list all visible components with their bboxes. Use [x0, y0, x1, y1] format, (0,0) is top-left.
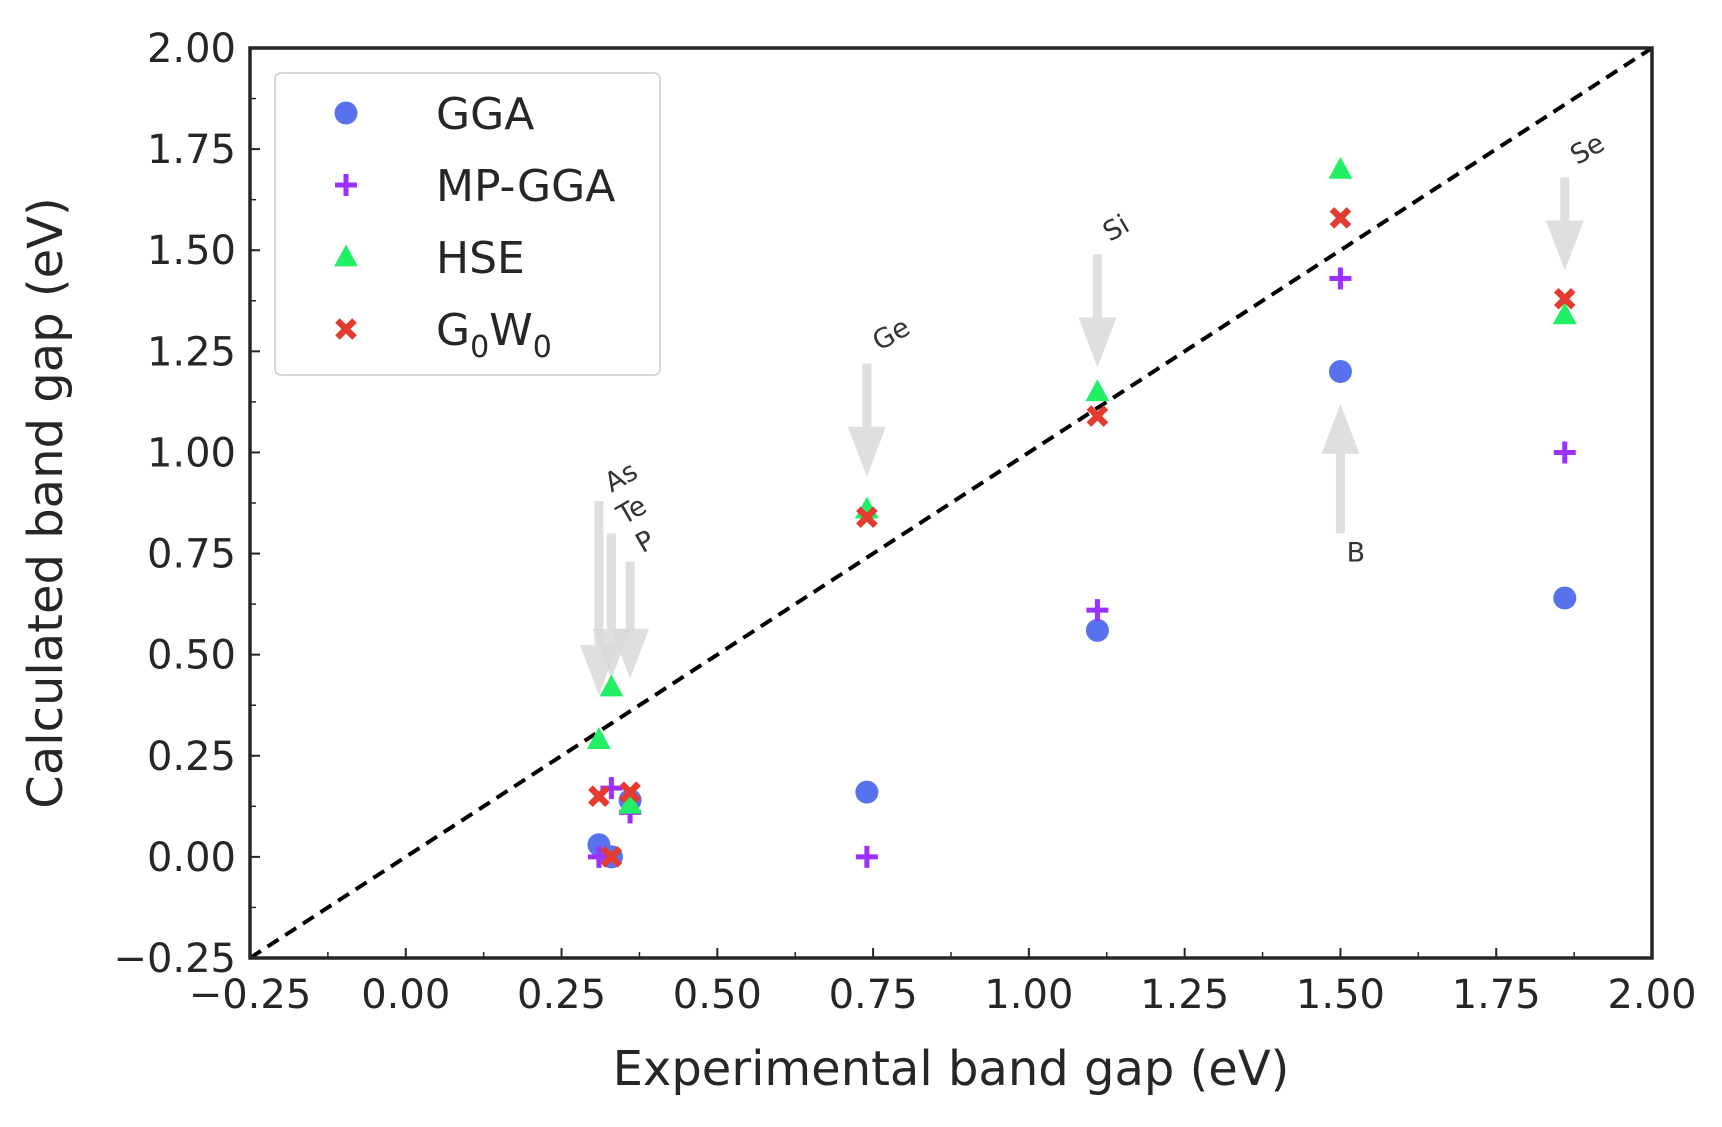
reference-line-layer	[248, 46, 1654, 960]
annotation-se: Se	[1545, 128, 1610, 271]
series-0	[587, 360, 1577, 869]
annotation-arrow	[1078, 254, 1117, 368]
data-point	[600, 846, 623, 868]
data-point	[1328, 156, 1353, 179]
legend-entry: HSE	[334, 233, 525, 284]
data-point	[1553, 586, 1577, 610]
legend-label-part: W	[489, 305, 533, 356]
x-tick-label: 1.00	[984, 972, 1073, 1018]
data-point	[1553, 441, 1576, 464]
x-tick-label: 1.75	[1452, 972, 1541, 1018]
annotation-b: B	[1321, 403, 1366, 569]
annotation-label: B	[1347, 538, 1366, 569]
annotation-si: Si	[1078, 209, 1135, 368]
y-axis-title: Calculated band gap (eV)	[18, 197, 74, 808]
legend-box	[274, 72, 661, 376]
data-point	[1329, 207, 1352, 229]
y-tick-label: −0.25	[113, 936, 236, 982]
legend-entry: MP-GGA	[335, 161, 615, 212]
data-point	[1329, 267, 1352, 290]
annotation-arrow	[1321, 403, 1360, 534]
y-tick-label: 1.00	[147, 430, 236, 476]
legend-label-subscript: 0	[533, 330, 552, 365]
annotation-arrow	[1545, 177, 1584, 271]
legend-marker	[334, 101, 358, 125]
data-point	[1085, 379, 1110, 402]
x-tick-label: 0.75	[829, 972, 918, 1018]
y-tick-label: 0.75	[147, 532, 236, 578]
data-point	[1552, 302, 1577, 325]
data-point	[855, 780, 879, 804]
data-point	[1085, 618, 1109, 642]
annotation-label: Ge	[867, 312, 915, 358]
annotation-label: Se	[1565, 128, 1610, 172]
y-tick-label: 1.25	[147, 329, 236, 375]
data-point	[619, 781, 641, 803]
x-tick-label: 2.00	[1607, 972, 1696, 1018]
legend-label: HSE	[436, 233, 525, 284]
legend-marker	[335, 318, 357, 340]
legend-marker	[335, 174, 357, 196]
y-tick-label: 0.00	[147, 835, 236, 881]
y-tick-label: 2.00	[147, 26, 236, 72]
data-point	[1553, 287, 1576, 310]
data-point	[855, 845, 878, 868]
legend-entry: G0W0	[335, 305, 552, 365]
data-point	[1086, 599, 1109, 622]
parity-dashed-line	[248, 46, 1654, 960]
data-point	[1328, 360, 1352, 384]
y-tick-label: 1.75	[147, 127, 236, 173]
annotation-ge: Ge	[847, 312, 915, 477]
y-tick-label: 1.50	[147, 228, 236, 274]
data-point	[588, 785, 610, 808]
annotation-arrow	[847, 363, 886, 477]
axes-layer: −0.25 0.00 0.25 0.50 0.75 1.00 1.25 1.50 1.75 2.0…	[18, 26, 1697, 1097]
data-point	[856, 506, 878, 528]
series-2	[587, 156, 1577, 814]
series-1	[587, 267, 1576, 868]
data-point	[1086, 405, 1109, 427]
annotation-label: Si	[1098, 209, 1135, 248]
x-tick-label: 1.50	[1296, 972, 1385, 1018]
x-tick-label: −0.25	[189, 972, 312, 1018]
x-axis-title: Experimental band gap (eV)	[613, 1041, 1290, 1097]
y-tick-label: 0.50	[147, 633, 236, 679]
x-tick-label: 0.00	[361, 972, 450, 1018]
annotation-arrow	[611, 561, 650, 679]
legend-label-part: G	[436, 305, 470, 356]
legend-entry: GGA	[334, 89, 534, 140]
x-tick-label: 0.50	[673, 972, 762, 1018]
data-point	[618, 791, 642, 814]
legend-label: MP-GGA	[436, 161, 615, 212]
x-tick-label: 1.25	[1140, 972, 1229, 1018]
legend-label: G0W0	[436, 305, 552, 365]
legend-label-subscript: 0	[470, 330, 489, 365]
legend-marker	[334, 244, 358, 267]
data-point	[587, 727, 611, 749]
data-point	[587, 845, 610, 868]
data-point	[599, 674, 624, 697]
legend-label: GGA	[436, 89, 534, 140]
annotation-label: P	[631, 525, 661, 560]
data-points-layer	[587, 156, 1577, 869]
y-tick-label: 0.25	[147, 734, 236, 780]
series-3	[588, 207, 1576, 868]
x-tick-label: 0.25	[517, 972, 606, 1018]
